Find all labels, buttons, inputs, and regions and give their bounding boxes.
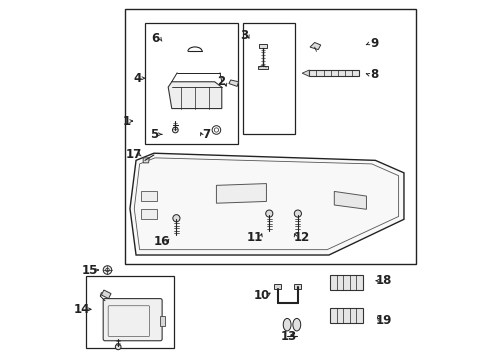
Text: 19: 19	[375, 314, 392, 327]
Text: 1: 1	[122, 114, 130, 127]
Circle shape	[115, 344, 121, 350]
Polygon shape	[310, 42, 321, 50]
Text: 3: 3	[240, 29, 248, 42]
Polygon shape	[142, 191, 157, 202]
Text: 6: 6	[151, 32, 159, 45]
Circle shape	[173, 215, 180, 222]
Polygon shape	[294, 284, 301, 289]
Text: 11: 11	[247, 231, 263, 244]
Polygon shape	[168, 82, 222, 109]
Text: 9: 9	[370, 37, 378, 50]
Bar	[243, 23, 295, 134]
Bar	[86, 276, 173, 348]
Text: 2: 2	[217, 75, 225, 88]
Polygon shape	[217, 184, 267, 203]
Text: 18: 18	[375, 274, 392, 287]
Polygon shape	[143, 158, 149, 163]
Circle shape	[172, 127, 178, 133]
Circle shape	[266, 210, 273, 217]
Bar	[145, 23, 238, 144]
Polygon shape	[130, 153, 404, 255]
Circle shape	[103, 266, 112, 274]
Text: 5: 5	[150, 128, 158, 141]
Polygon shape	[334, 192, 367, 209]
Polygon shape	[142, 208, 157, 219]
Text: 13: 13	[280, 330, 297, 343]
FancyBboxPatch shape	[103, 298, 162, 341]
Text: 8: 8	[370, 68, 378, 81]
Polygon shape	[259, 44, 267, 48]
Text: 4: 4	[133, 72, 141, 85]
Text: 16: 16	[154, 235, 171, 248]
Text: 12: 12	[294, 231, 310, 244]
Bar	[125, 9, 416, 264]
Ellipse shape	[293, 319, 301, 331]
Bar	[330, 308, 363, 323]
Text: 15: 15	[81, 264, 98, 276]
Bar	[330, 275, 363, 290]
Polygon shape	[101, 290, 111, 298]
Polygon shape	[160, 316, 165, 327]
Text: 7: 7	[203, 128, 211, 141]
Polygon shape	[258, 66, 268, 69]
Polygon shape	[229, 80, 239, 86]
Polygon shape	[274, 284, 281, 289]
Polygon shape	[309, 70, 359, 76]
Ellipse shape	[283, 319, 291, 331]
Text: 10: 10	[254, 288, 270, 302]
Circle shape	[294, 210, 301, 217]
Polygon shape	[302, 70, 309, 76]
Text: 14: 14	[73, 303, 90, 316]
Text: 17: 17	[125, 148, 142, 161]
